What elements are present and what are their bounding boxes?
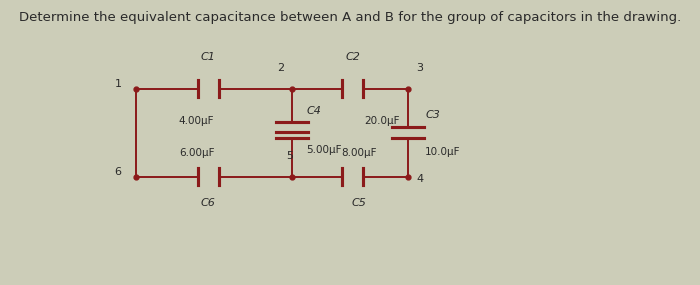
Text: 5: 5: [286, 151, 293, 161]
Text: 20.0μF: 20.0μF: [365, 115, 400, 126]
Text: C2: C2: [346, 52, 360, 62]
Text: 4: 4: [416, 174, 424, 184]
Text: C3: C3: [426, 110, 440, 120]
Text: 4.00μF: 4.00μF: [179, 115, 214, 126]
Text: 2: 2: [277, 63, 284, 73]
Text: 1: 1: [114, 79, 121, 89]
Text: 6: 6: [114, 167, 121, 177]
Text: C1: C1: [201, 52, 216, 62]
Text: 3: 3: [416, 63, 424, 73]
Text: 5.00μF: 5.00μF: [307, 145, 342, 155]
Text: C6: C6: [201, 198, 216, 208]
Text: 6.00μF: 6.00μF: [179, 148, 214, 158]
Text: C4: C4: [307, 105, 321, 115]
Text: C5: C5: [351, 198, 366, 208]
Text: 10.0μF: 10.0μF: [426, 147, 461, 157]
Text: Determine the equivalent capacitance between A and B for the group of capacitors: Determine the equivalent capacitance bet…: [19, 11, 681, 24]
Text: 8.00μF: 8.00μF: [341, 148, 377, 158]
